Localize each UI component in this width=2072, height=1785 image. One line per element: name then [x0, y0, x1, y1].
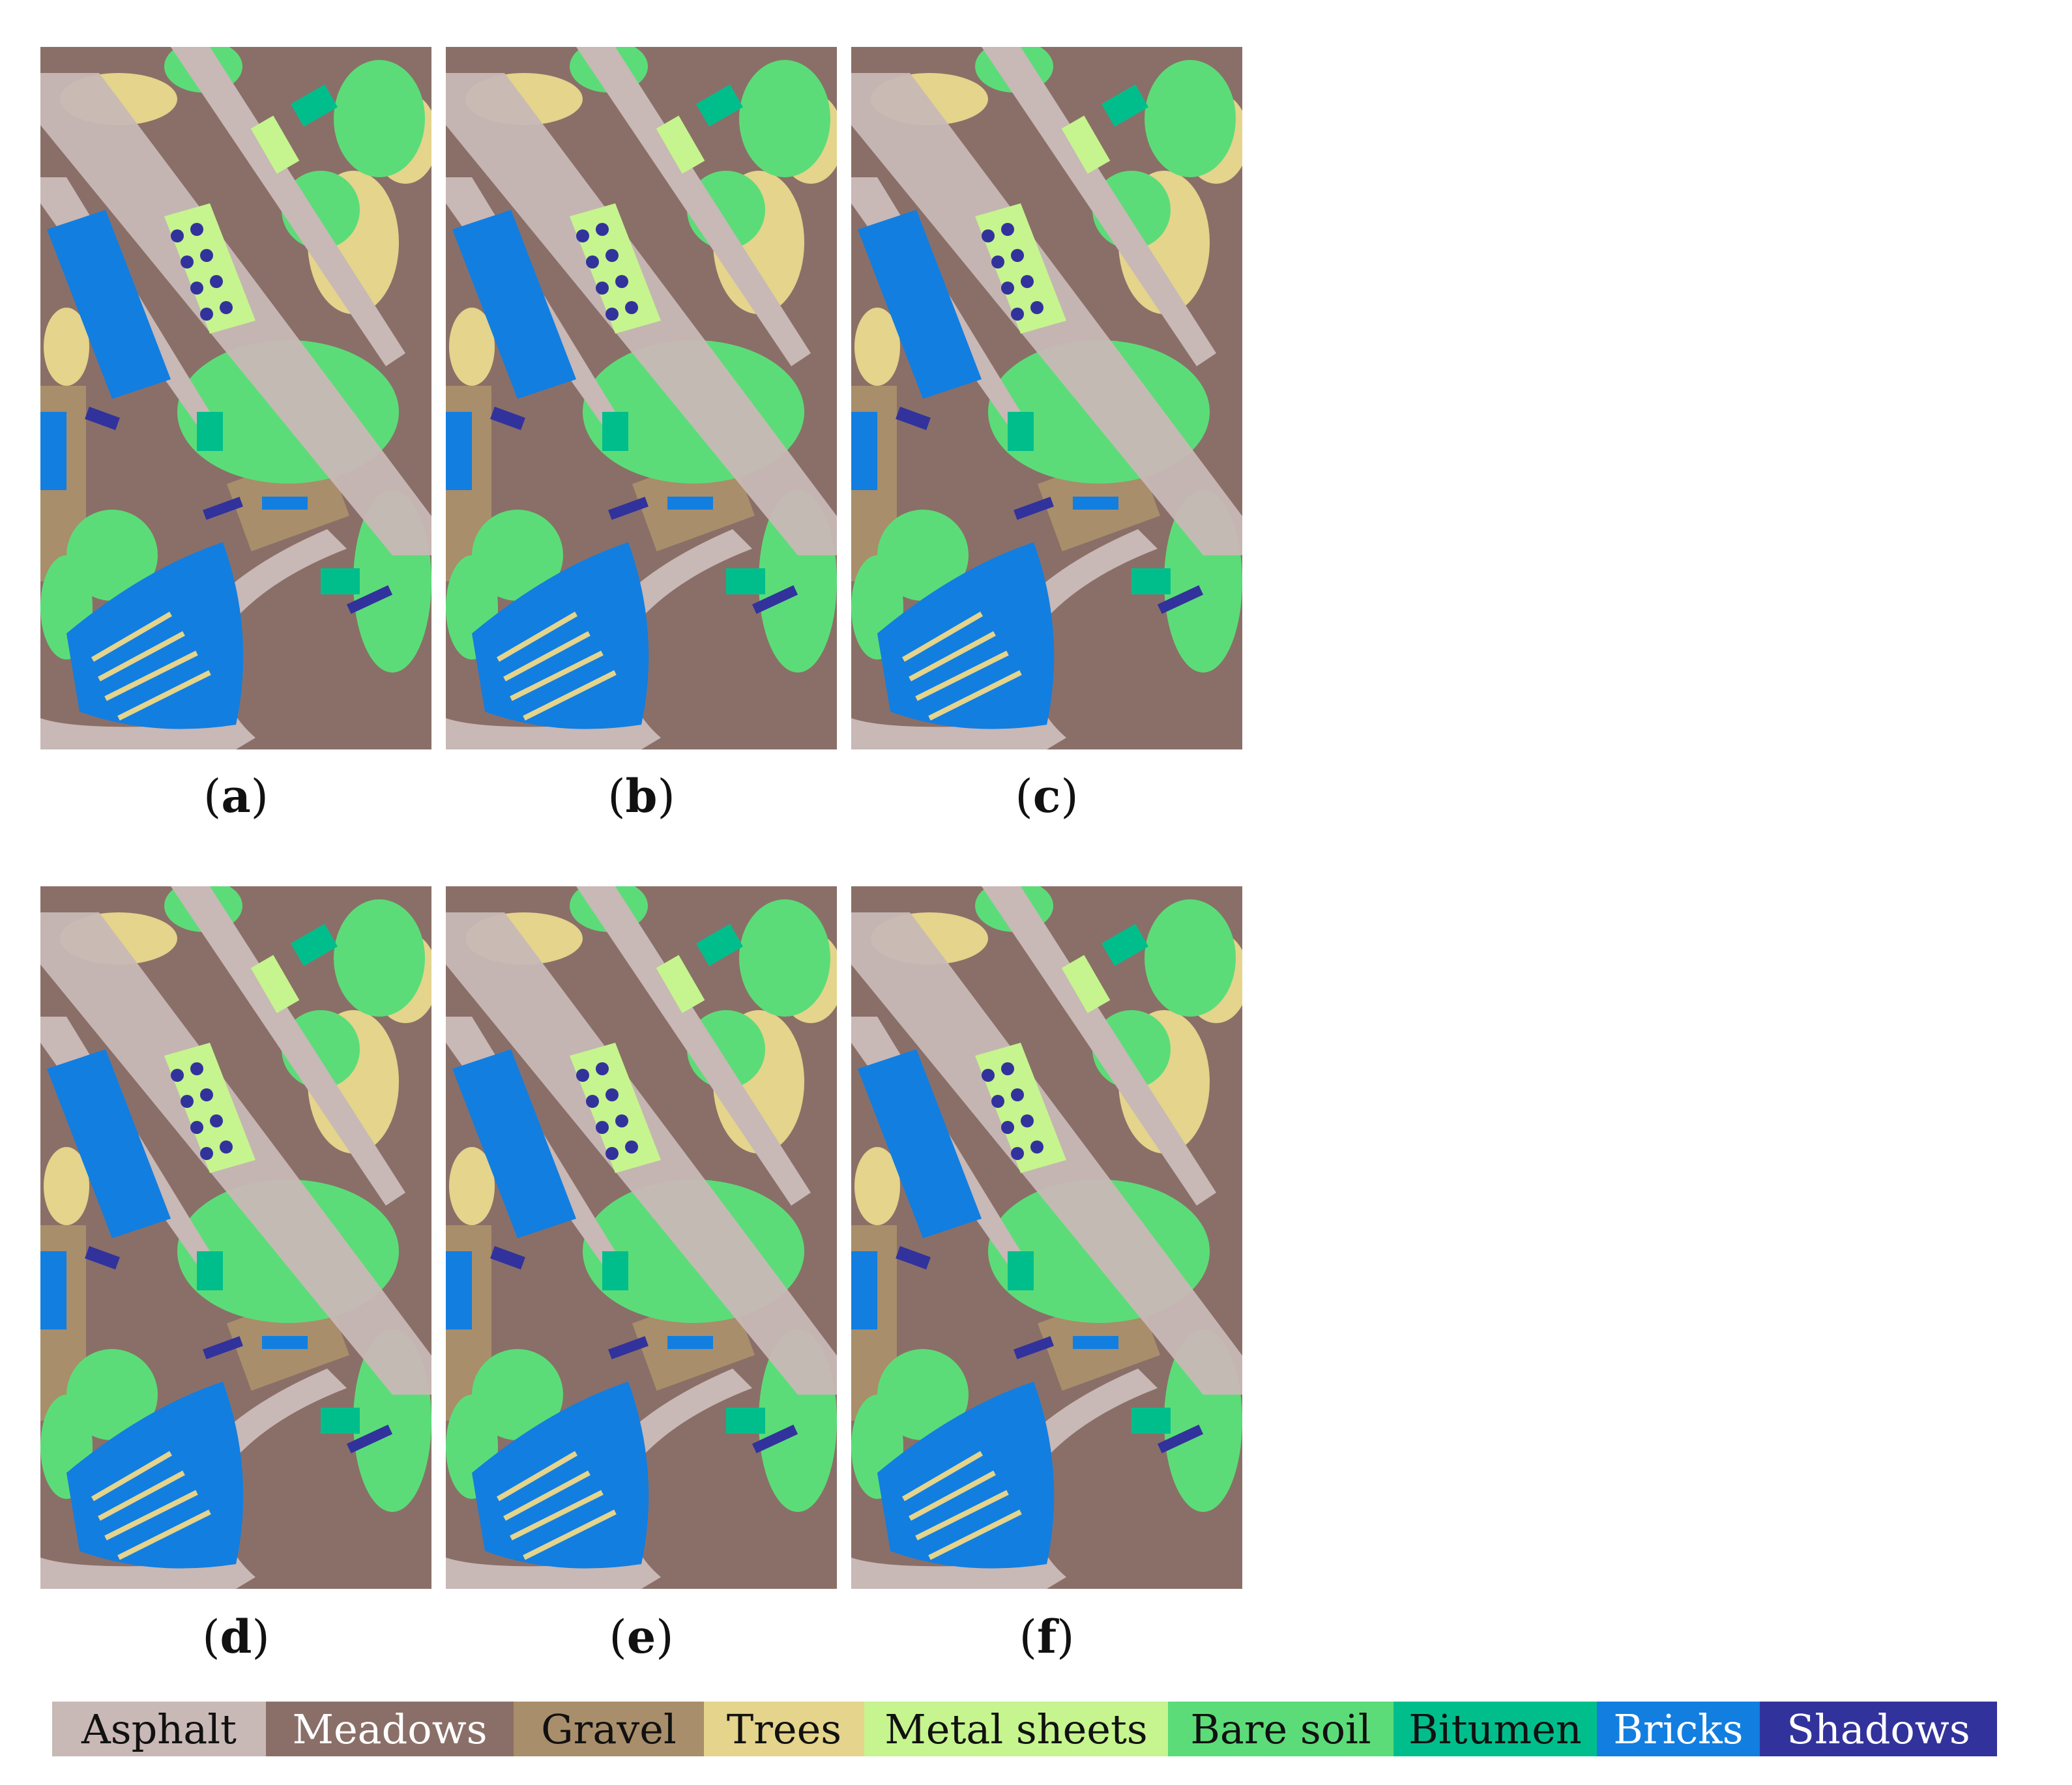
classification-map-e [446, 886, 837, 1589]
caption-c: (c) [1015, 769, 1079, 823]
legend-item-trees: Trees [704, 1702, 864, 1756]
classification-map-f [851, 886, 1242, 1589]
classification-map-c [851, 47, 1242, 749]
legend-item-shadows: Shadows [1760, 1702, 1997, 1756]
caption-b: (b) [607, 769, 675, 823]
legend-item-bitumen: Bitumen [1393, 1702, 1597, 1756]
caption-f: (f) [1019, 1610, 1075, 1664]
classification-map-b [446, 47, 837, 749]
classification-map-a [40, 47, 431, 749]
legend: Asphalt Meadows Gravel Trees Metal sheet… [52, 1702, 1997, 1756]
legend-item-asphalt: Asphalt [52, 1702, 266, 1756]
caption-a: (a) [203, 769, 269, 823]
legend-item-bare-soil: Bare soil [1168, 1702, 1393, 1756]
legend-item-meadows: Meadows [266, 1702, 514, 1756]
caption-d: (d) [202, 1610, 270, 1664]
classification-map-d [40, 886, 431, 1589]
caption-e: (e) [609, 1610, 674, 1664]
legend-item-gravel: Gravel [514, 1702, 704, 1756]
legend-item-bricks: Bricks [1597, 1702, 1760, 1756]
legend-item-metal-sheets: Metal sheets [864, 1702, 1168, 1756]
